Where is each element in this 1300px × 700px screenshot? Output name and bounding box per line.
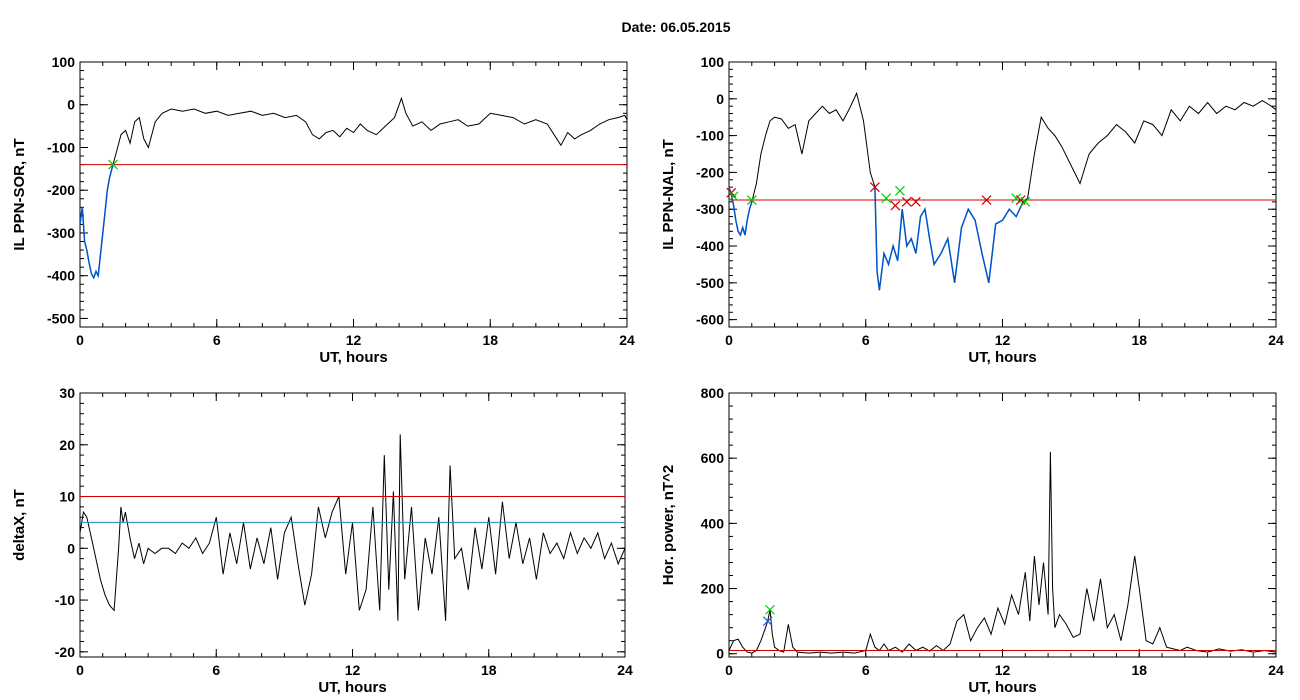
y-tick-label: 800 [701, 385, 725, 401]
x-tick-label: 6 [212, 662, 220, 678]
event-marker-blue [762, 616, 773, 627]
event-marker-red [901, 196, 912, 207]
x-tick-label: 12 [345, 662, 361, 678]
x-axis-label: UT, hours [968, 679, 1036, 696]
x-tick-label: 12 [995, 662, 1011, 678]
x-tick-label: 6 [862, 662, 870, 678]
x-tick-label: 24 [1268, 332, 1284, 348]
marker-stroke [910, 196, 921, 207]
x-tick-label: 0 [725, 332, 733, 348]
marker-stroke [890, 200, 901, 211]
marker-stroke [728, 191, 739, 202]
marker-stroke [108, 159, 118, 170]
y-tick-label: 0 [67, 540, 75, 556]
y-tick-label: 10 [59, 489, 75, 505]
y-tick-label: -20 [55, 644, 75, 660]
event-marker-green [765, 604, 775, 615]
y-tick-label: -600 [696, 312, 724, 328]
panel-hor-power: 0 6 12 18 24 800 600 400 200 0 UT, hours Hor. power… [660, 385, 1284, 696]
y-tick-label: -100 [47, 139, 75, 155]
y-tick-label: 400 [701, 515, 725, 531]
y-tick-label: 0 [716, 91, 724, 107]
marker-stroke [895, 185, 905, 196]
x-tick-label: 6 [862, 332, 870, 348]
marker-stroke [726, 187, 737, 198]
figure-title: Date: 06.05.2015 [621, 19, 731, 35]
x-tick-label: 0 [725, 662, 733, 678]
marker-stroke [765, 604, 775, 615]
marker-stroke [881, 193, 892, 204]
event-marker-green [1020, 196, 1031, 207]
series-line [80, 434, 625, 621]
x-tick-label: 0 [76, 332, 84, 348]
y-tick-label: -200 [696, 164, 724, 180]
event-marker-red [981, 195, 992, 205]
panel-il-ppn-sor: 0 6 12 18 24 100 0 -100 -200 -300 -400 -500 UT, hour… [11, 54, 635, 366]
y-axis-label: Hor. power, nT^2 [660, 465, 677, 585]
x-tick-label: 12 [346, 332, 362, 348]
event-marker-green [108, 159, 118, 170]
series-line [729, 451, 1276, 654]
plot-frame [79, 61, 628, 328]
x-tick-label: 24 [617, 662, 633, 678]
x-tick-label: 6 [213, 332, 221, 348]
y-axis-label: deltaX, nT [11, 489, 28, 561]
y-tick-label: 200 [701, 581, 725, 597]
y-tick-label: 100 [701, 54, 725, 70]
x-tick-label: 18 [1131, 332, 1147, 348]
series-line [729, 91, 1276, 291]
y-tick-label: 0 [67, 97, 75, 113]
x-tick-label: 12 [995, 332, 1011, 348]
y-tick-label: 600 [701, 450, 725, 466]
marker-stroke [1020, 196, 1031, 207]
highlight-segment [80, 164, 114, 280]
event-marker-green [728, 191, 739, 202]
marker-stroke [901, 196, 912, 207]
marker-stroke [981, 195, 992, 205]
y-tick-label: -300 [696, 201, 724, 217]
y-tick-label: -100 [696, 128, 724, 144]
y-tick-label: -400 [696, 238, 724, 254]
y-tick-label: -200 [47, 182, 75, 198]
y-tick-label: 0 [716, 646, 724, 662]
y-axis-label: IL PPN-NAL, nT [660, 139, 677, 250]
y-tick-label: 100 [52, 54, 76, 70]
y-tick-label: -500 [696, 275, 724, 291]
event-marker-green [895, 185, 905, 196]
y-tick-label: -300 [47, 225, 75, 241]
x-tick-label: 18 [481, 662, 497, 678]
event-marker-red [869, 182, 880, 193]
event-marker-red [910, 196, 921, 207]
marker-stroke [869, 182, 880, 193]
event-marker-green [746, 195, 757, 205]
series-line [80, 96, 627, 280]
event-marker-red [890, 200, 901, 211]
y-tick-label: 30 [59, 385, 75, 401]
panel-il-ppn-nal: 0 6 12 18 24 100 0 -100 -200 -300 -400 -500 -600 UT, … [660, 54, 1284, 366]
y-tick-label: -500 [47, 310, 75, 326]
y-tick-label: -400 [47, 268, 75, 284]
marker-stroke [1011, 193, 1022, 204]
x-tick-label: 24 [619, 332, 635, 348]
event-marker-green [881, 193, 892, 204]
y-tick-label: 20 [59, 437, 75, 453]
x-tick-label: 18 [1131, 662, 1147, 678]
x-tick-label: 0 [76, 662, 84, 678]
panel-deltax: 0 6 12 18 24 30 20 10 0 -10 -20 UT, hours deltaX, nT [11, 385, 633, 696]
x-axis-label: UT, hours [318, 679, 386, 696]
x-tick-label: 18 [482, 332, 498, 348]
y-tick-label: -10 [55, 592, 75, 608]
x-tick-label: 24 [1268, 662, 1284, 678]
x-axis-label: UT, hours [968, 349, 1036, 366]
x-axis-label: UT, hours [319, 349, 387, 366]
plot-frame [728, 61, 1277, 328]
highlight-segment [729, 186, 753, 237]
plot-frame [728, 392, 1277, 658]
marker-stroke [1015, 195, 1026, 205]
y-axis-label: IL PPN-SOR, nT [11, 138, 28, 250]
marker-stroke [746, 195, 757, 205]
marker-stroke [762, 616, 773, 627]
highlight-segment [874, 187, 1029, 291]
